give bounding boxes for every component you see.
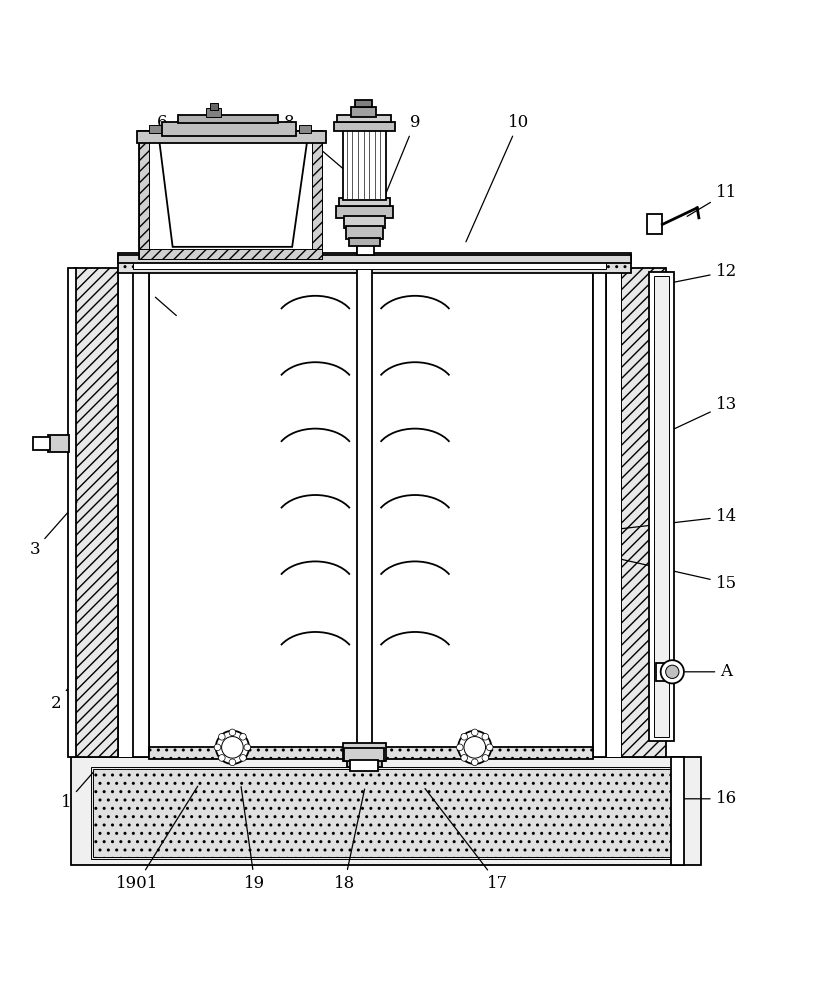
Bar [33,437,50,450]
Circle shape [229,729,236,736]
Bar [339,198,390,206]
Bar [139,131,322,259]
Text: 11: 11 [687,184,737,216]
Text: 1901: 1901 [115,786,198,892]
Circle shape [214,744,221,751]
Bar [647,214,662,234]
Circle shape [240,733,247,740]
Bar [93,769,679,857]
Bar [347,759,382,767]
Bar [343,129,386,200]
Circle shape [461,733,467,740]
Circle shape [661,660,684,683]
Bar [206,108,221,117]
Text: 9: 9 [378,114,420,211]
Bar [149,747,593,759]
Text: 19: 19 [241,787,266,892]
Circle shape [461,755,467,761]
Text: 10: 10 [466,114,530,242]
Bar [149,125,162,133]
Bar [656,663,671,681]
Bar [654,276,669,737]
Circle shape [482,733,489,740]
Bar [139,131,149,259]
Circle shape [222,737,243,758]
Text: 8: 8 [284,114,354,179]
Text: 1: 1 [61,772,94,811]
Bar [336,206,393,218]
Bar [210,103,218,110]
Bar [118,253,631,273]
Text: 14: 14 [621,508,737,529]
Circle shape [240,755,247,761]
Bar [312,131,322,259]
Text: 15: 15 [600,555,737,591]
Bar [649,272,674,741]
Bar [75,268,118,757]
Text: 16: 16 [683,790,737,807]
Text: 3: 3 [30,502,77,558]
Circle shape [482,755,489,761]
Bar [334,122,395,131]
Bar [139,131,322,141]
Bar [149,268,593,757]
Bar [344,216,385,228]
Text: 13: 13 [666,396,737,432]
Bar [349,238,380,246]
Bar [351,107,376,117]
Bar [91,767,681,859]
Bar [355,100,372,107]
Bar [337,115,391,122]
Bar [299,125,311,133]
Bar [133,268,149,757]
Bar [357,245,372,753]
Circle shape [457,744,463,751]
Bar [133,259,606,269]
Bar [671,757,684,865]
Bar [178,115,278,123]
Text: 6: 6 [157,114,202,172]
Text: A: A [685,663,732,680]
Circle shape [229,759,236,766]
Circle shape [464,737,486,758]
Bar [462,735,487,756]
Bar [71,757,701,865]
Polygon shape [159,141,307,247]
Circle shape [216,731,249,764]
Circle shape [458,731,491,764]
Circle shape [666,665,679,678]
Text: 17: 17 [425,789,509,892]
Circle shape [218,733,225,740]
Bar [357,222,374,255]
Circle shape [244,744,251,751]
Bar [343,743,386,761]
Bar [220,735,245,756]
Bar [346,226,383,239]
Bar [48,435,69,452]
Circle shape [486,744,493,751]
Circle shape [218,755,225,761]
Text: 7: 7 [211,114,243,171]
Bar [137,131,326,143]
Circle shape [471,729,478,736]
Bar [162,122,296,136]
Text: 5: 5 [140,280,176,316]
Bar [350,760,378,771]
Bar [344,748,384,761]
Circle shape [471,759,478,766]
Bar [118,255,631,263]
Bar [606,268,621,757]
Bar [118,268,133,757]
Bar [621,268,666,757]
Bar [593,268,606,757]
Text: 2: 2 [51,676,77,712]
Bar [139,249,322,259]
Text: 12: 12 [666,263,737,284]
Text: 18: 18 [334,789,364,892]
Text: 4: 4 [43,438,56,455]
Bar [68,268,76,757]
